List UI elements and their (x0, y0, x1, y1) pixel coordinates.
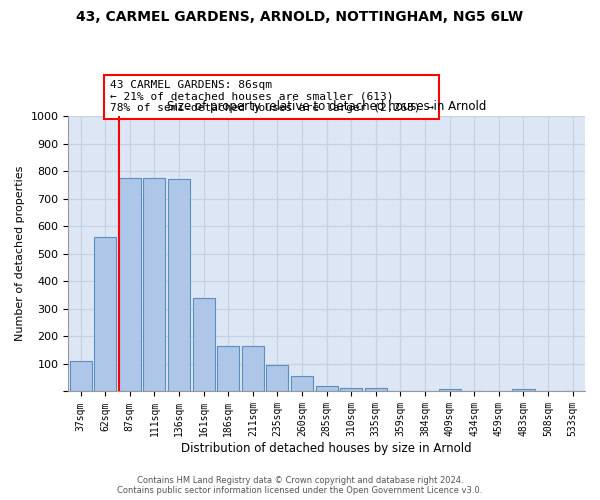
Bar (512, 388, 535, 392)
Y-axis label: Number of detached properties: Number of detached properties (15, 166, 25, 342)
Bar (119, 178, 141, 392)
X-axis label: Distribution of detached houses by size in Arnold: Distribution of detached houses by size … (181, 442, 472, 455)
Bar (266, 365, 289, 392)
Bar (365, 388, 387, 392)
Bar (193, 298, 215, 392)
Bar (316, 386, 338, 392)
Text: 43, CARMEL GARDENS, ARNOLD, NOTTINGHAM, NG5 6LW: 43, CARMEL GARDENS, ARNOLD, NOTTINGHAM, … (76, 10, 524, 24)
Bar (217, 346, 239, 392)
Bar (439, 388, 461, 392)
Bar (340, 388, 362, 392)
Bar (291, 376, 313, 392)
Bar (242, 346, 264, 392)
Text: 43 CARMEL GARDENS: 86sqm
← 21% of detached houses are smaller (613)
78% of semi-: 43 CARMEL GARDENS: 86sqm ← 21% of detach… (110, 80, 434, 114)
Bar (70, 361, 92, 392)
Title: Size of property relative to detached houses in Arnold: Size of property relative to detached ho… (167, 100, 487, 114)
Text: Contains HM Land Registry data © Crown copyright and database right 2024.
Contai: Contains HM Land Registry data © Crown c… (118, 476, 482, 495)
Bar (94, 237, 116, 392)
Bar (168, 180, 190, 392)
Bar (143, 178, 166, 392)
